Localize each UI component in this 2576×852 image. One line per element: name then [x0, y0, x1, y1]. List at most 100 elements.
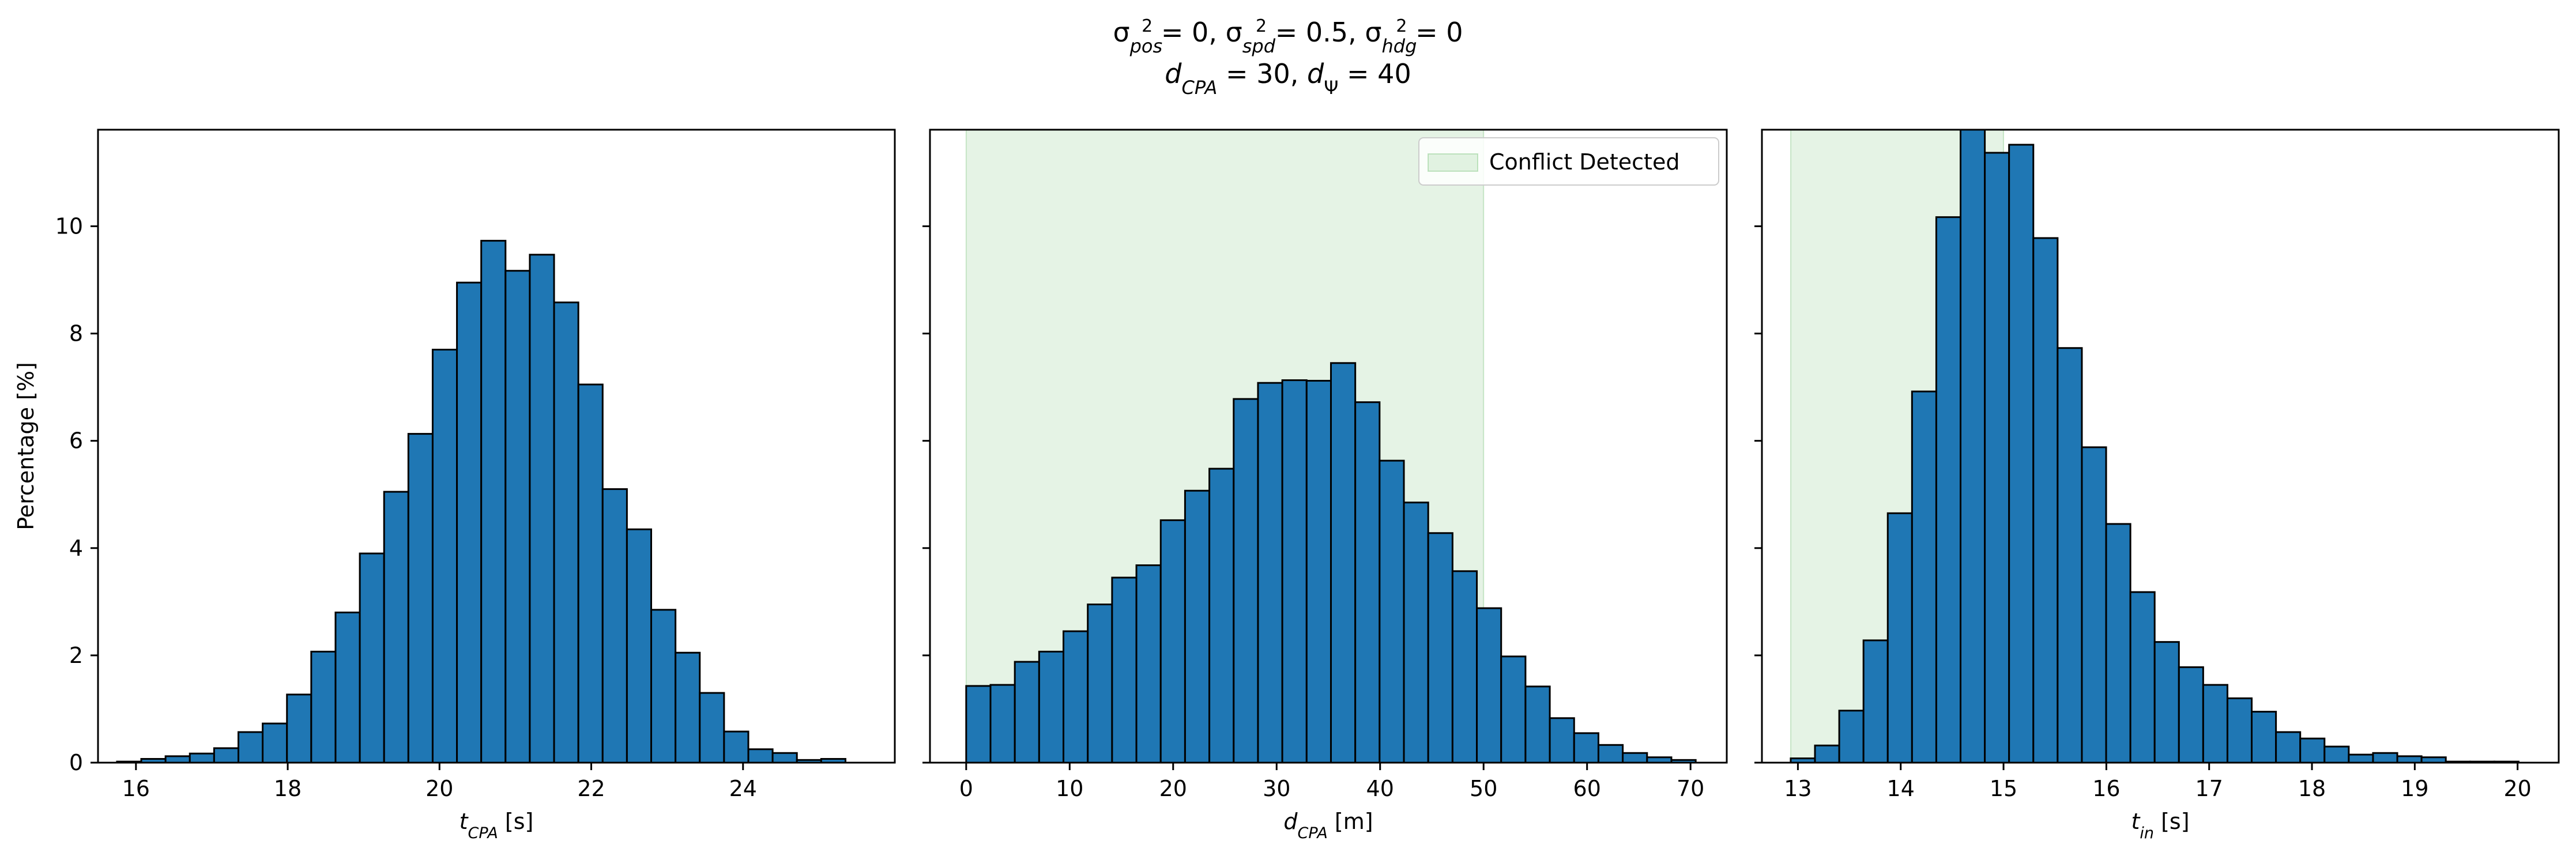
histogram-bar [699, 692, 725, 764]
legend-label: Conflict Detected [1489, 149, 1679, 175]
histogram-bar [747, 748, 774, 764]
x-tick-label: 30 [1263, 776, 1290, 801]
histogram-bar [2251, 711, 2277, 764]
histogram-bar [1184, 489, 1211, 764]
histogram-bar [1814, 744, 1840, 764]
histogram-bar [2057, 347, 2083, 764]
x-tick-label: 24 [729, 776, 757, 801]
histogram-bar [1038, 650, 1065, 764]
x-tick-label: 14 [1887, 776, 1915, 801]
x-tick-label: 18 [274, 776, 302, 801]
histogram-bar [213, 747, 239, 764]
histogram-bar [1524, 685, 1551, 764]
histogram-bar [1135, 564, 1162, 764]
x-tick-label: 10 [1056, 776, 1083, 801]
figure-title-line-1: σpos2 = 0, σspd2 = 0.5, σhdg2 = 0 [1113, 16, 1463, 58]
histogram-bar [2348, 753, 2374, 764]
x-tick-label: 15 [1990, 776, 2017, 801]
histogram-bar [1597, 744, 1624, 764]
figure-title-line-2: dCPA = 30, dΨ = 40 [1165, 58, 1411, 99]
panel-t-in: 13 14 15 16 17 18 19 20 tin [s] [1754, 129, 2560, 842]
histogram-bar [2081, 446, 2107, 764]
histogram-bar [1087, 604, 1113, 764]
histogram-bar [1281, 379, 1308, 764]
histogram-bar [431, 349, 458, 764]
histogram-bar [1403, 502, 1429, 764]
histogram-bar [2275, 731, 2302, 764]
histogram-bar [771, 752, 798, 764]
y-tick-label: 6 [69, 428, 83, 454]
histogram-bar [456, 281, 483, 764]
histogram-bar [1063, 630, 1089, 764]
histogram-bar [1379, 459, 1405, 764]
histogram-bar [989, 684, 1016, 764]
x-tick-label: 18 [2298, 776, 2326, 801]
x-tick-label: 70 [1677, 776, 1704, 801]
x-tick-label: 60 [1573, 776, 1601, 801]
histogram-bar [2178, 666, 2204, 764]
histogram-bar [1354, 401, 1381, 764]
histogram-bar [504, 270, 531, 764]
histogram-bar [1960, 129, 1986, 764]
histogram-bar [310, 650, 337, 764]
histogram-bar [529, 254, 555, 764]
histogram-bar [189, 752, 215, 764]
legend-swatch [1428, 153, 1478, 172]
axes-frame [97, 129, 896, 764]
histogram-bar [601, 488, 628, 764]
histogram-bar [1208, 468, 1235, 764]
histogram-bar [1014, 661, 1040, 764]
histogram-bar [407, 433, 434, 764]
histogram-bar [2008, 144, 2035, 764]
x-tick-label: 50 [1470, 776, 1497, 801]
histogram-bar [1305, 379, 1332, 764]
histogram-bar [237, 731, 264, 764]
x-tick-label: 20 [1159, 776, 1187, 801]
histogram-bar [2323, 745, 2350, 764]
x-tick-label: 40 [1366, 776, 1394, 801]
histogram-bar [1330, 362, 1357, 764]
histogram-bar [2396, 755, 2423, 764]
x-tick-label: 16 [2092, 776, 2120, 801]
histogram-bar [2032, 237, 2059, 764]
y-axis-label: Percentage [%] [13, 362, 39, 530]
x-tick-label: 20 [425, 776, 453, 801]
histogram-bar [1451, 570, 1478, 764]
histogram-bar [577, 383, 604, 764]
x-tick-label: 16 [122, 776, 150, 801]
histogram-bar [1911, 390, 1937, 764]
histogram-bar [650, 609, 677, 764]
x-axis-label: dCPA [m] [1283, 809, 1373, 842]
histogram-bar [723, 730, 750, 764]
x-tick-label: 0 [959, 776, 973, 801]
y-tick-label: 4 [69, 536, 83, 561]
histogram-bar [2202, 684, 2228, 764]
x-axis-label: tin [s] [2131, 809, 2189, 842]
x-tick-label: 19 [2401, 776, 2428, 801]
histogram-bar [1886, 512, 1913, 764]
legend-box [1418, 137, 1719, 186]
histogram-bar [1862, 639, 1889, 764]
x-tick-label: 20 [2503, 776, 2531, 801]
histogram-bar [1427, 532, 1453, 764]
histogram-bar [1935, 216, 1962, 764]
histogram-bar [164, 755, 191, 764]
histogram-bar [1476, 607, 1502, 764]
histogram-bar [2129, 591, 2156, 764]
histogram-bar [553, 301, 579, 764]
histogram-bar [1500, 655, 1527, 764]
histogram-bar [262, 722, 288, 764]
histogram-bar [359, 552, 385, 764]
histogram-bar [1549, 717, 1575, 764]
x-axis-label: tCPA [s] [460, 809, 534, 842]
y-tick-label: 10 [55, 213, 83, 239]
histogram-bar [675, 651, 701, 764]
histogram-bar [334, 611, 361, 764]
histogram-bar [1573, 732, 1599, 764]
histogram-bar [1111, 576, 1138, 764]
histogram-bar [1622, 752, 1648, 764]
histogram-bar [2153, 641, 2180, 764]
histogram-bar [383, 491, 409, 764]
